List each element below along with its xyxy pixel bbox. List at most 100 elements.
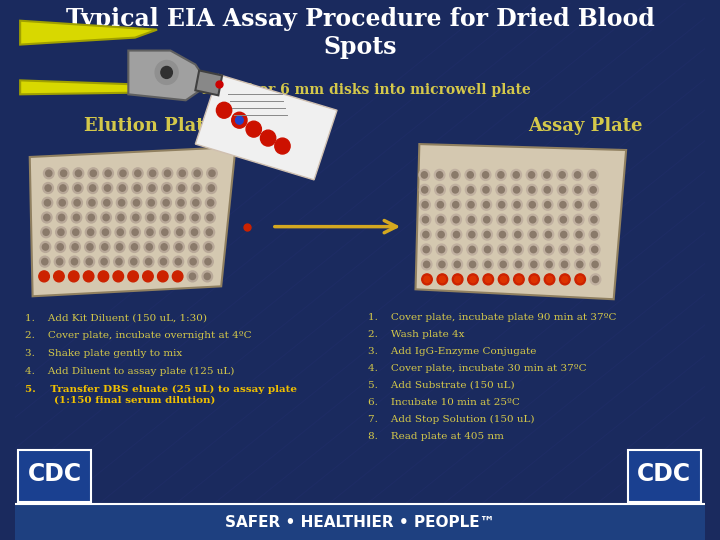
Circle shape [102,183,113,193]
Circle shape [420,214,431,225]
Circle shape [562,261,567,268]
Circle shape [592,261,598,268]
Circle shape [543,214,553,225]
Circle shape [189,241,199,252]
Circle shape [130,273,136,280]
Circle shape [148,214,153,221]
Circle shape [58,229,64,235]
Circle shape [208,185,215,191]
Circle shape [71,259,78,265]
Circle shape [467,229,477,240]
Circle shape [73,214,79,221]
Circle shape [99,241,110,252]
Circle shape [132,214,139,221]
Circle shape [206,244,212,250]
Circle shape [588,199,599,210]
Circle shape [57,259,63,265]
Circle shape [452,187,459,193]
Circle shape [485,246,490,253]
Circle shape [143,271,153,282]
Circle shape [148,200,154,206]
Circle shape [588,184,598,195]
Polygon shape [195,75,337,180]
Circle shape [454,246,460,253]
Circle shape [454,261,460,268]
Circle shape [513,187,520,193]
Circle shape [482,244,492,255]
Text: 2.    Wash plate 4x: 2. Wash plate 4x [368,330,464,339]
Circle shape [542,184,552,195]
Circle shape [105,170,111,177]
Circle shape [528,214,538,225]
Circle shape [193,200,199,206]
Circle shape [498,244,508,255]
Circle shape [450,184,461,195]
Circle shape [57,197,68,208]
Circle shape [158,271,168,282]
Circle shape [572,184,583,195]
Circle shape [192,168,202,179]
Circle shape [513,274,524,285]
Circle shape [439,261,445,268]
Circle shape [453,201,459,208]
Circle shape [71,273,77,280]
Circle shape [531,261,537,268]
Circle shape [162,168,173,179]
Circle shape [434,170,445,180]
Circle shape [235,116,243,124]
Circle shape [58,168,69,179]
Circle shape [89,185,96,191]
Circle shape [451,214,462,225]
Text: CDC: CDC [637,462,691,487]
Circle shape [150,170,156,177]
Circle shape [179,170,185,177]
Circle shape [149,185,155,191]
Circle shape [162,229,168,235]
Circle shape [469,261,476,268]
Circle shape [42,212,52,223]
Circle shape [576,232,582,238]
Circle shape [560,217,567,223]
Circle shape [73,168,84,179]
Circle shape [87,183,98,193]
Circle shape [437,187,443,193]
Circle shape [573,214,584,225]
Circle shape [592,246,598,253]
Circle shape [423,246,429,253]
Circle shape [84,271,94,282]
Circle shape [546,276,553,282]
Circle shape [71,212,81,223]
Circle shape [528,229,539,240]
Circle shape [436,244,447,255]
Circle shape [57,244,63,250]
Circle shape [114,241,125,252]
Circle shape [469,246,475,253]
Circle shape [513,259,523,270]
Circle shape [468,201,474,208]
Circle shape [55,227,66,238]
FancyBboxPatch shape [628,450,701,502]
Circle shape [559,229,569,240]
Circle shape [103,214,109,221]
Circle shape [439,276,446,282]
Circle shape [482,172,489,178]
Circle shape [115,273,122,280]
Circle shape [76,170,81,177]
Circle shape [175,259,181,265]
Circle shape [120,185,125,191]
Circle shape [102,197,112,208]
Circle shape [558,214,569,225]
Circle shape [71,227,81,238]
Circle shape [163,185,170,191]
Text: 5.    Transfer DBS eluate (25 uL) to assay plate
        (1:150 final serum dilu: 5. Transfer DBS eluate (25 uL) to assay … [25,385,297,404]
Circle shape [498,187,504,193]
Text: 3.    Shake plate gently to mix: 3. Shake plate gently to mix [25,349,182,358]
Circle shape [543,229,554,240]
Text: 4.    Cover plate, incubate 30 min at 37ºC: 4. Cover plate, incubate 30 min at 37ºC [368,364,586,373]
Circle shape [466,214,477,225]
Circle shape [172,271,183,282]
Circle shape [528,172,535,178]
Circle shape [423,261,430,268]
Circle shape [482,214,492,225]
Circle shape [129,241,140,252]
